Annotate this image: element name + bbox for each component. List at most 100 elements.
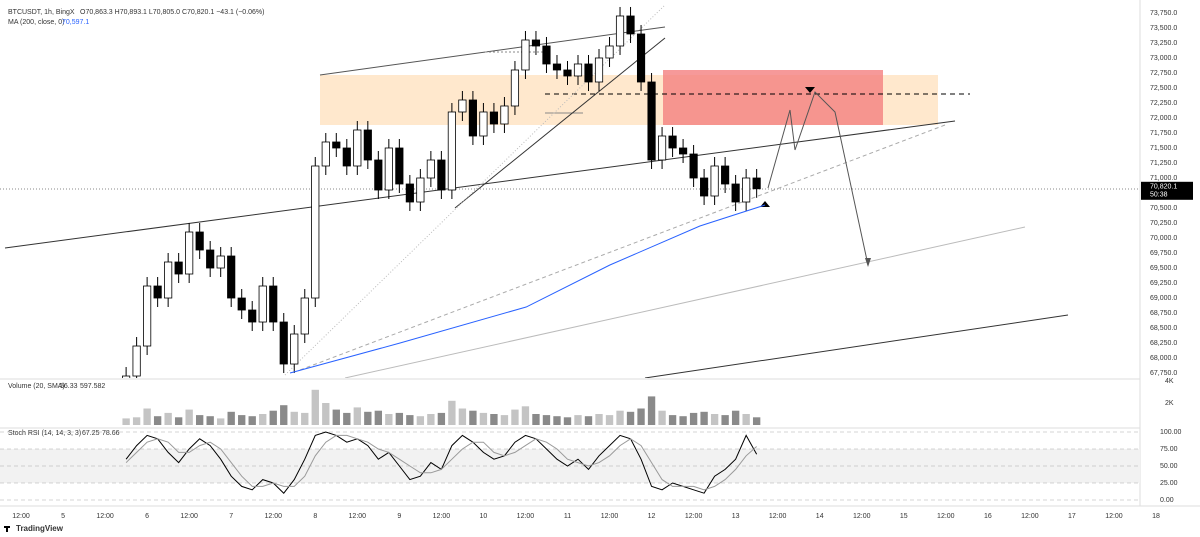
volume-bar <box>647 396 656 425</box>
candle-body <box>248 309 257 323</box>
x-tick-label: 12:00 <box>685 513 703 520</box>
volume-bar <box>500 415 509 425</box>
y-tick-label: 73,500.0 <box>1150 25 1177 32</box>
y-tick-label: 68,250.0 <box>1150 340 1177 347</box>
volume-value: 56.33 <box>60 383 78 390</box>
candle-body <box>468 99 477 137</box>
volume-bar <box>332 409 340 425</box>
trend-line <box>299 124 946 371</box>
volume-bar <box>122 418 130 425</box>
volume-bar <box>553 416 561 425</box>
x-tick-label: 13 <box>732 513 740 520</box>
y-tick-label: 70,000.0 <box>1150 235 1177 242</box>
volume-bar <box>269 410 277 425</box>
candle-body <box>584 63 593 83</box>
candle-body <box>353 129 362 167</box>
candle-body <box>332 141 341 149</box>
x-tick-label: 12:00 <box>96 513 114 520</box>
volume-bar <box>721 415 729 425</box>
volume-bar <box>731 410 740 425</box>
x-tick-label: 18 <box>1152 513 1160 520</box>
x-tick-label: 9 <box>397 513 401 520</box>
candle-body <box>710 165 719 197</box>
y-tick-label: 71,500.0 <box>1150 145 1177 152</box>
x-tick-label: 12:00 <box>180 513 198 520</box>
x-tick-label: 12:00 <box>12 513 30 520</box>
candle-body <box>721 165 730 185</box>
volume-bar <box>595 414 603 425</box>
volume-value: 597.582 <box>80 383 105 390</box>
volume-bar <box>437 412 446 425</box>
y-tick-label: 50.00 <box>1160 463 1178 470</box>
y-tick-label: 100.00 <box>1160 429 1182 436</box>
x-tick-label: 12:00 <box>601 513 619 520</box>
y-tick-label: 68,750.0 <box>1150 310 1177 317</box>
marker-down <box>805 87 815 93</box>
candle-body <box>174 261 183 275</box>
candle-body <box>489 111 499 125</box>
candle-body <box>742 177 751 203</box>
x-tick-label: 12:00 <box>264 513 282 520</box>
candle-body <box>647 81 656 161</box>
y-tick-label: 73,250.0 <box>1150 40 1177 47</box>
volume-bar <box>132 417 141 425</box>
x-tick-label: 16 <box>984 513 992 520</box>
candle-body <box>405 183 414 203</box>
x-tick-label: 5 <box>61 513 65 520</box>
volume-bar <box>195 415 204 425</box>
volume-bar <box>710 414 719 425</box>
y-tick-label: 75.00 <box>1160 446 1178 453</box>
volume-bar <box>574 415 582 425</box>
x-tick-label: 6 <box>145 513 149 520</box>
candle-body <box>626 15 635 35</box>
arrow-head <box>865 258 871 267</box>
candle-body <box>342 147 351 167</box>
candle-body <box>552 63 562 71</box>
candle-body <box>689 153 698 179</box>
volume-title: Volume (20, SMA) <box>8 383 65 390</box>
drawings <box>0 5 1140 378</box>
candle-body <box>164 261 173 299</box>
candle-body <box>416 177 425 203</box>
candle-body <box>300 297 309 335</box>
candle-body <box>195 231 204 251</box>
x-tick-label: 12:00 <box>349 513 367 520</box>
candles <box>122 6 766 378</box>
volume-bar <box>301 412 309 425</box>
ma-value: 70,597.1 <box>62 19 89 26</box>
volume-bar <box>605 415 614 425</box>
volume-bar <box>742 414 750 425</box>
x-tick-label: 12:00 <box>433 513 451 520</box>
y-tick-label: 0.00 <box>1160 497 1174 504</box>
candle-body <box>563 69 572 77</box>
y-tick-label: 69,500.0 <box>1150 265 1177 272</box>
trend-line <box>454 37 666 209</box>
candle-body <box>384 147 393 191</box>
candle-body <box>122 375 131 378</box>
y-tick-label: 73,000.0 <box>1150 55 1177 62</box>
candle-body <box>290 333 299 365</box>
volume-bar <box>395 412 404 425</box>
stoch-title: Stoch RSI (14, 14, 3, 3) <box>8 430 81 437</box>
volume-bar <box>206 416 214 425</box>
volume-bar <box>616 410 624 425</box>
volume-bar <box>385 414 393 425</box>
volume-bar <box>479 412 488 425</box>
volume-bar <box>511 409 519 425</box>
x-tick-label: 12:00 <box>937 513 955 520</box>
projection-path <box>767 91 869 266</box>
candle-body <box>447 111 456 191</box>
candle-body <box>657 135 667 161</box>
candle-body <box>437 159 446 191</box>
volume-bar <box>238 415 246 425</box>
ohlc-legend: O70,863.3 H70,893.1 L70,805.0 C70,820.1 … <box>80 9 264 16</box>
volume-bar <box>290 411 298 425</box>
volume-bar <box>637 408 645 425</box>
volume-bar <box>217 418 225 425</box>
volume-bar <box>259 414 267 425</box>
y-tick-label: 71,750.0 <box>1150 130 1177 137</box>
y-tick-label: 69,000.0 <box>1150 295 1177 302</box>
countdown: 50:38 <box>1150 192 1168 199</box>
y-tick-label: 69,750.0 <box>1150 250 1177 257</box>
